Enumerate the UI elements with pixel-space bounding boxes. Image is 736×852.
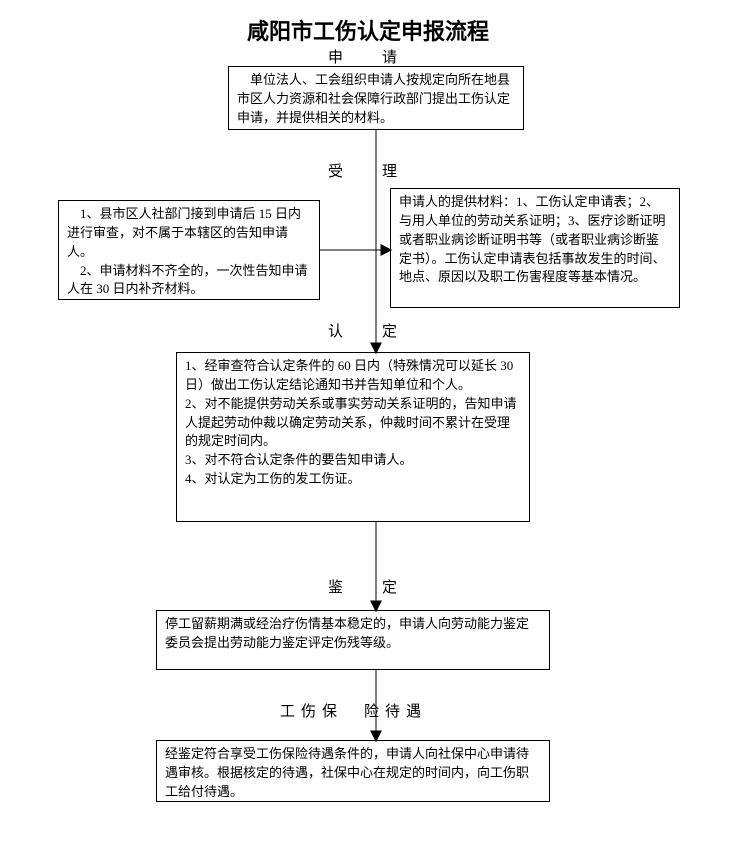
stage-apply-label: 申 请 xyxy=(328,46,409,67)
box-apply: 单位法人、工会组织申请人按规定向所在地县市区人力资源和社会保障行政部门提出工伤认… xyxy=(228,66,524,130)
stage-jianding-label: 鉴 定 xyxy=(328,576,409,597)
box-review-right: 申请人的提供材料：1、工伤认定申请表；2、与用人单位的劳动关系证明；3、医疗诊断… xyxy=(390,188,680,308)
stage-rending-label: 认 定 xyxy=(328,320,409,341)
stage-accept-label: 受 理 xyxy=(328,160,409,181)
box-daiyu: 经鉴定符合享受工伤保险待遇条件的，申请人向社保中心申请待遇审核。根据核定的待遇，… xyxy=(156,740,550,802)
box-rending: 1、经审查符合认定条件的 60 日内（特殊情况可以延长 30 日）做出工伤认定结… xyxy=(176,352,530,522)
box-review-left: 1、县市区人社部门接到申请后 15 日内进行审查，对不属于本辖区的告知申请人。 … xyxy=(58,200,320,300)
box-jianding: 停工留薪期满或经治疗伤情基本稳定的，申请人向劳动能力鉴定委员会提出劳动能力鉴定评… xyxy=(156,610,550,670)
page-title: 咸阳市工伤认定申报流程 xyxy=(0,14,736,46)
stage-daiyu-label: 工伤保 险待遇 xyxy=(280,700,427,721)
